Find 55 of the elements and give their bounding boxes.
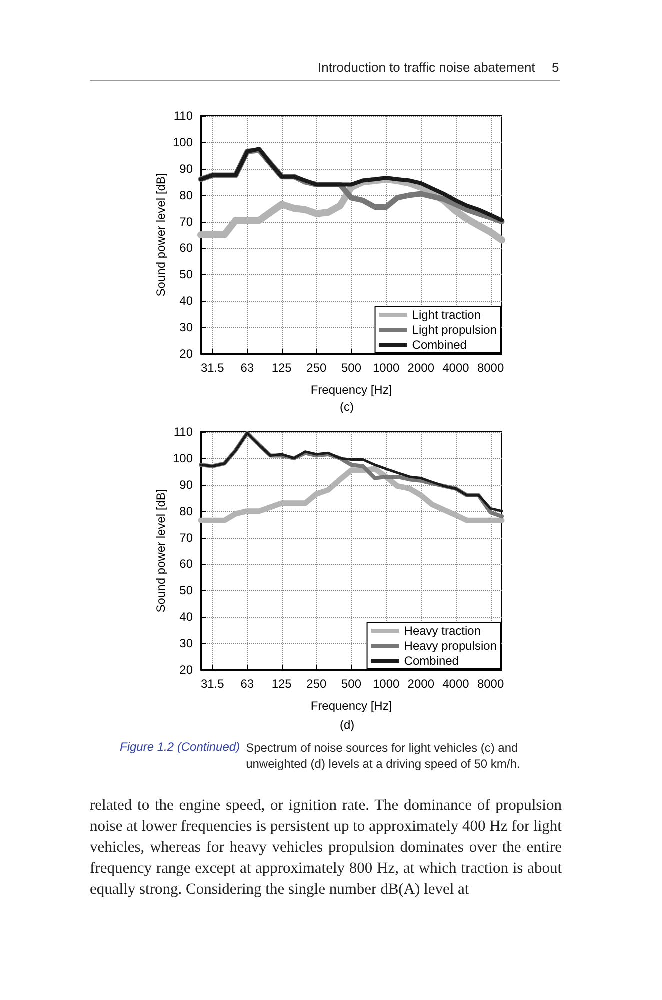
x-tick-label: 500 xyxy=(341,677,362,691)
x-axis-title: Frequency [Hz] xyxy=(310,699,392,713)
legend-label: Heavy traction xyxy=(404,624,481,638)
y-tick-label: 50 xyxy=(180,268,194,282)
x-tick-label: 1000 xyxy=(372,361,400,375)
x-tick-label: 63 xyxy=(240,361,254,375)
x-tick-label: 125 xyxy=(272,677,292,691)
x-tick-label: 31.5 xyxy=(200,361,225,375)
y-tick-label: 110 xyxy=(174,425,194,439)
y-axis-title: Sound power level [dB] xyxy=(154,173,168,297)
x-tick-label: 1000 xyxy=(372,677,400,691)
y-axis-title: Sound power level [dB] xyxy=(154,489,168,613)
y-tick-label: 40 xyxy=(180,294,194,308)
y-tick-label: 20 xyxy=(180,347,194,361)
x-tick-label: 125 xyxy=(272,361,292,375)
text: (c) xyxy=(340,400,354,414)
text: Introduction to traffic noise abatement xyxy=(318,60,536,75)
y-tick-label: 60 xyxy=(180,241,194,256)
y-tick-label: 110 xyxy=(174,109,194,123)
x-tick-label: 4000 xyxy=(442,677,470,691)
x-tick-label: 63 xyxy=(240,677,254,691)
text: (d) xyxy=(340,718,355,732)
text: related to the engine speed, or ignition rate. The dominance of propulsion noise at lower frequencies is persistent up to approximately 400 Hz for light vehicles, whereas for heavy vehicles propulsion dominates over the entire frequency range except at approximately 800 Hz, at which traction is about equally strong. Considering the single number dB(A) level at xyxy=(90,796,562,900)
y-tick-label: 40 xyxy=(180,610,194,624)
x-tick-label: 2000 xyxy=(408,361,435,375)
y-tick-label: 80 xyxy=(180,188,194,202)
caption: Figure 1.2 (Continued) xyxy=(120,740,240,756)
y-tick-label: 70 xyxy=(180,530,194,545)
legend-label: Combined xyxy=(412,338,467,352)
x-tick-label: 250 xyxy=(306,361,328,375)
y-tick-label: 80 xyxy=(180,504,194,518)
y-tick-label: 60 xyxy=(180,557,194,572)
x-tick-label: 250 xyxy=(306,677,328,691)
y-tick-label: 90 xyxy=(180,162,194,176)
x-tick-label: 2000 xyxy=(408,677,435,691)
x-tick-label: 4000 xyxy=(442,361,470,375)
y-tick-label: 100 xyxy=(172,451,194,466)
legend-label: Heavy propulsion xyxy=(404,639,497,653)
x-tick-label: 31.5 xyxy=(200,677,225,691)
text: Spectrum of noise sources for light vehicles (c) and unweighted (d) levels at a driving speed of 50 km/h. xyxy=(246,740,522,772)
y-tick-label: 30 xyxy=(180,636,194,651)
legend-label: Light propulsion xyxy=(412,323,498,337)
text: 5 xyxy=(552,60,560,75)
y-tick-label: 30 xyxy=(180,320,194,335)
legend-label: Light traction xyxy=(412,308,481,322)
y-tick-label: 20 xyxy=(180,663,194,677)
x-axis-title: Frequency [Hz] xyxy=(310,383,392,397)
x-tick-label: 500 xyxy=(341,361,362,375)
y-tick-label: 100 xyxy=(172,135,194,150)
y-tick-label: 70 xyxy=(180,214,194,229)
x-tick-label: 8000 xyxy=(477,361,504,375)
y-tick-label: 50 xyxy=(180,584,194,598)
legend-label: Combined xyxy=(404,654,459,668)
x-tick-label: 8000 xyxy=(477,677,504,691)
y-tick-label: 90 xyxy=(180,478,194,492)
